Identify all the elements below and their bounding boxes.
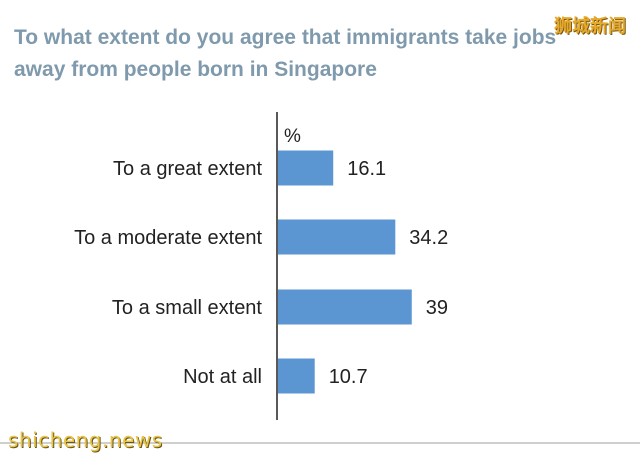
category-label: To a small extent: [112, 297, 263, 319]
category-label: To a moderate extent: [74, 227, 262, 249]
watermark-top: 狮城新闻: [554, 16, 626, 37]
watermark-bottom: shicheng.news: [8, 428, 163, 452]
unit-label: %: [284, 126, 301, 147]
bars-group: To a great extent 16.1 To a moderate exten…: [74, 150, 448, 394]
chart-title-line-2: away from people born in Singapore: [14, 58, 377, 81]
value-label: 34.2: [409, 227, 448, 249]
value-label: 10.7: [329, 366, 368, 388]
chart-title: To what extent do you agree that immigra…: [14, 22, 574, 86]
bar: [278, 289, 412, 325]
bar: [278, 219, 396, 255]
value-label: 16.1: [347, 158, 386, 180]
bar: [278, 150, 334, 186]
bar: [278, 358, 315, 394]
chart-title-line-1: To what extent do you agree that immigra…: [14, 26, 557, 49]
bottom-divider: [0, 442, 640, 444]
category-label: Not at all: [183, 366, 262, 388]
category-label: To a great extent: [113, 158, 262, 180]
value-label: 39: [426, 297, 448, 319]
